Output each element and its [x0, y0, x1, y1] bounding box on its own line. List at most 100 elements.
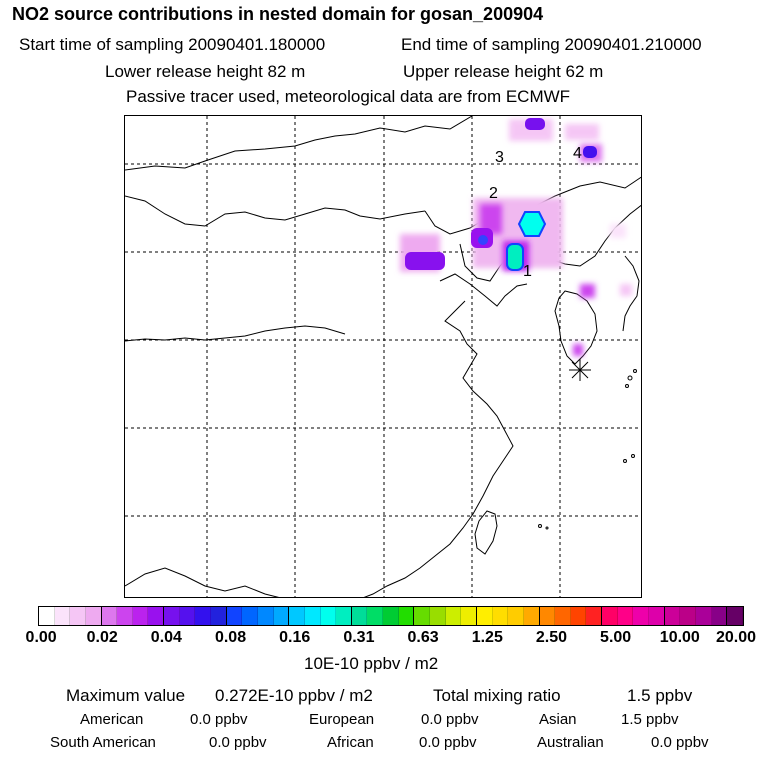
colorbar-segment: [367, 607, 384, 625]
region-value: 0.0 ppbv: [651, 734, 709, 751]
grid-lines: [125, 116, 641, 597]
end-time-text: End time of sampling 20090401.210000: [401, 35, 702, 54]
colorbar-segment: [570, 607, 587, 625]
colorbar-segment: [70, 607, 86, 625]
receptor-asterisk-icon: [569, 359, 591, 381]
region-value: 0.0 ppbv: [209, 734, 267, 751]
colorbar-tick-label: 0.02: [86, 629, 118, 646]
colorbar-segment: [555, 607, 571, 625]
colorbar-segment: [508, 607, 524, 625]
colorbar-segment: [523, 607, 540, 625]
colorbar-segment: [195, 607, 212, 625]
colorbar-segment: [351, 607, 368, 625]
colorbar-segment: [148, 607, 165, 625]
colorbar-segment: [461, 607, 477, 625]
colorbar-segment: [695, 607, 712, 625]
colorbar-segment: [226, 607, 243, 625]
region-name: Asian: [539, 711, 577, 728]
colorbar-segment: [54, 607, 71, 625]
colorbar-segment: [179, 607, 196, 625]
plume-large-cyan: [517, 211, 547, 237]
colorbar-segment: [320, 607, 337, 625]
colorbar-segment: [336, 607, 352, 625]
region-name: African: [327, 734, 374, 751]
region-name: South American: [50, 734, 156, 751]
start-time-text: Start time of sampling 20090401.180000: [19, 35, 326, 54]
plume-west-core: [405, 252, 445, 270]
colorbar-tick-label: 0.63: [407, 629, 439, 646]
plume-jeju: [573, 344, 583, 356]
colorbar-segment: [383, 607, 399, 625]
plume-1-core: [506, 243, 524, 271]
colorbar-segment: [727, 607, 743, 625]
colorbar-segment: [711, 607, 728, 625]
region-name: American: [80, 711, 144, 728]
source-label-4: 4: [573, 145, 582, 162]
colorbar-tick-label: 0.16: [279, 629, 311, 646]
colorbar-segment: [304, 607, 321, 625]
colorbar-segment: [617, 607, 634, 625]
colorbar-segment: [414, 607, 431, 625]
colorbar-segment: [648, 607, 665, 625]
map-title: NO2 source contributions in nested domai…: [12, 4, 544, 24]
colorbar-segment: [430, 607, 446, 625]
plume-korea-east: [620, 284, 632, 296]
plume-2-center: [478, 235, 488, 245]
colorbar-segment: [257, 607, 274, 625]
max-value-label: Maximum value: [66, 686, 186, 705]
colorbar-tick-label: 0.08: [214, 629, 247, 646]
colorbar-segment: [273, 607, 290, 625]
colorbar-segment: [539, 607, 556, 625]
colorbar-tick-label: 5.00: [600, 629, 632, 646]
plume-northeast-faint: [610, 224, 626, 238]
tracer-note-text: Passive tracer used, meteorological data…: [126, 87, 571, 106]
plume-northeast-pink: [565, 124, 599, 140]
colorbar-ticks: 0.00 0.02 0.04 0.08 0.16 0.31 0.63 1.25 2.50 5.00…: [0, 629, 768, 649]
upper-release-text: Upper release height 62 m: [403, 62, 604, 81]
plume-4-core: [583, 146, 597, 158]
plume-korea: [580, 284, 595, 298]
plume-north-core: [525, 118, 545, 130]
colorbar-segment: [398, 607, 415, 625]
max-value: 0.272E-10 ppbv / m2: [215, 686, 373, 705]
colorbar: [38, 606, 744, 626]
map-canvas: 1 2 3 4: [125, 116, 641, 597]
colorbar-segment: [664, 607, 681, 625]
region-value: 0.0 ppbv: [190, 711, 248, 728]
region-name: Australian: [537, 734, 604, 751]
plume-layer: [400, 118, 632, 356]
colorbar-unit: 10E-10 ppbv / m2: [304, 654, 439, 673]
colorbar-segment: [476, 607, 493, 625]
colorbar-segment: [85, 607, 102, 625]
region-value: 0.0 ppbv: [419, 734, 477, 751]
colorbar-segment: [586, 607, 603, 625]
source-label-1: 1: [523, 263, 532, 280]
colorbar-tick-label: 20.00: [715, 629, 757, 646]
plume-2-halo: [480, 204, 502, 234]
region-value: 0.0 ppbv: [421, 711, 479, 728]
colorbar-segment: [101, 607, 118, 625]
colorbar-segment: [492, 607, 509, 625]
colorbar-segment: [680, 607, 696, 625]
colorbar-segment: [602, 607, 618, 625]
colorbar-segment: [445, 607, 462, 625]
colorbar-tick-label: 0.31: [343, 629, 375, 646]
lower-release-text: Lower release height 82 m: [105, 62, 306, 81]
colorbar-tick-label: 0.04: [150, 629, 182, 646]
colorbar-segment: [164, 607, 180, 625]
region-value: 1.5 ppbv: [621, 711, 679, 728]
source-label-2: 2: [489, 185, 498, 202]
colorbar-segment: [633, 607, 649, 625]
total-mixing-label: Total mixing ratio: [433, 686, 561, 705]
colorbar-segment: [132, 607, 149, 625]
colorbar-segment: [117, 607, 133, 625]
colorbar-tick-label: 1.25: [471, 629, 503, 646]
map-panel: 1 2 3 4: [124, 115, 642, 598]
colorbar-tick-label: 2.50: [535, 629, 568, 646]
colorbar-segment: [39, 607, 55, 625]
colorbar-segment: [289, 607, 305, 625]
colorbar-tick-label: 10.00: [659, 629, 700, 646]
colorbar-segment: [211, 607, 227, 625]
colorbar-segment: [242, 607, 258, 625]
source-label-3: 3: [495, 149, 504, 166]
